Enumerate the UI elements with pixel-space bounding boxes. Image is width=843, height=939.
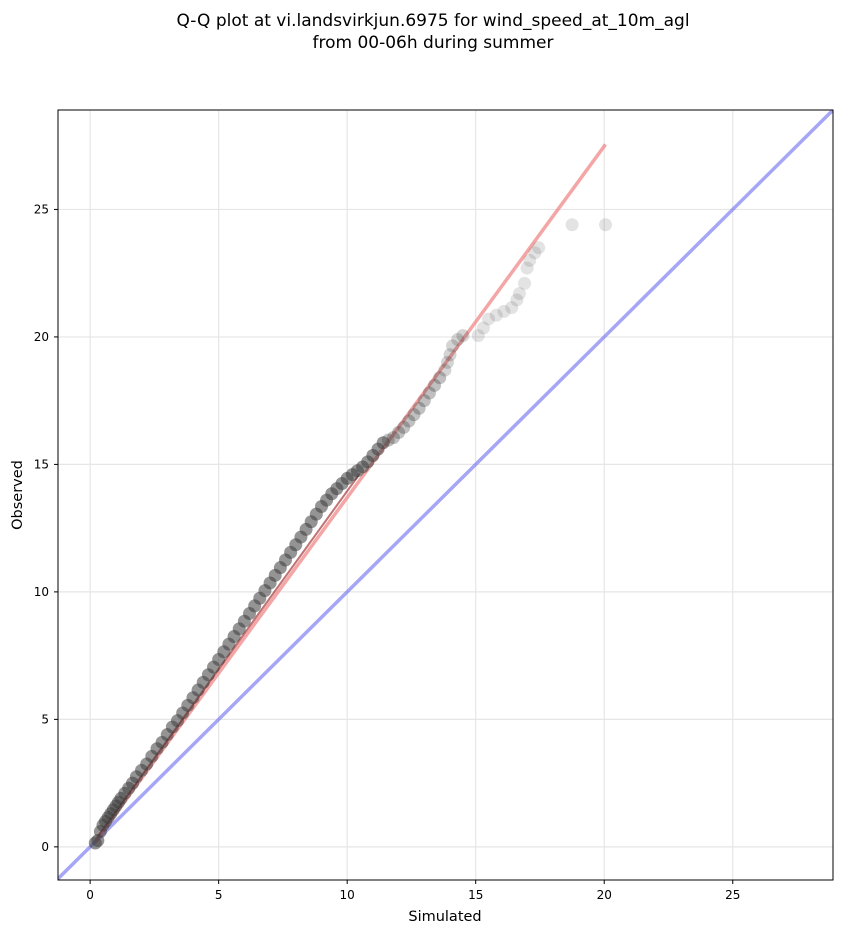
y-tick-label: 20 <box>34 330 49 344</box>
quantile-point <box>489 308 503 322</box>
quantile-point <box>497 304 511 318</box>
quantile-point <box>438 363 452 377</box>
y-tick-label: 0 <box>41 840 49 854</box>
quantile-point <box>446 339 460 353</box>
grid-lines <box>58 110 833 880</box>
quantile-point <box>523 253 537 267</box>
x-axis-ticks: 0 5 10 15 20 25 <box>86 880 740 902</box>
quantile-point <box>392 426 406 440</box>
quantile-point <box>386 431 400 445</box>
quantile-point <box>565 218 579 232</box>
x-tick-label: 10 <box>340 888 355 902</box>
quantile-point <box>512 287 526 301</box>
plot-frame <box>57 109 834 881</box>
quantile-point <box>518 276 532 290</box>
x-tick-label: 15 <box>468 888 483 902</box>
quantile-point <box>412 401 426 415</box>
quantile-point <box>520 261 534 275</box>
quantile-point <box>402 414 416 428</box>
x-axis-label: Simulated <box>408 909 481 925</box>
quantile-point <box>451 332 465 346</box>
identity-line-layer <box>58 110 833 880</box>
quantile-points <box>88 218 613 850</box>
quantile-point <box>428 378 442 392</box>
quantile-point <box>471 329 485 343</box>
y-tick-label: 15 <box>34 457 49 471</box>
quantile-point <box>381 433 395 447</box>
quantile-point <box>532 241 546 255</box>
quantile-point <box>599 218 613 232</box>
quantile-point <box>456 329 470 343</box>
quantile-point <box>417 394 431 408</box>
y-tick-label: 25 <box>34 202 49 216</box>
quantile-point <box>440 355 454 369</box>
y-axis-ticks: 0 5 10 15 20 25 <box>34 202 58 854</box>
x-tick-label: 25 <box>725 888 740 902</box>
quantile-point <box>422 386 436 400</box>
quantile-point <box>443 348 457 362</box>
quantile-point <box>433 371 447 385</box>
quantile-point <box>376 436 390 450</box>
chart-title-line-2: from 00-06h during summer <box>313 33 554 53</box>
quantile-point <box>528 246 542 260</box>
y-axis-label: Observed <box>10 460 26 530</box>
y-tick-label: 5 <box>41 712 49 726</box>
x-tick-label: 5 <box>215 888 223 902</box>
y-tick-label: 10 <box>34 585 49 599</box>
quantile-point <box>476 321 490 335</box>
x-tick-label: 0 <box>86 888 94 902</box>
x-tick-label: 20 <box>597 888 612 902</box>
identity-line <box>58 110 833 880</box>
chart-title-line-1: Q-Q plot at vi.landsvirkjun.6975 for win… <box>176 11 689 31</box>
quantile-point <box>510 293 524 307</box>
quantile-point <box>397 420 411 434</box>
quantile-point <box>407 408 421 422</box>
quantile-point <box>482 312 496 326</box>
quantile-point <box>505 301 519 315</box>
